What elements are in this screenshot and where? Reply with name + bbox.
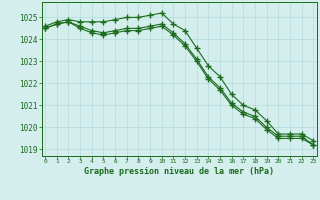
X-axis label: Graphe pression niveau de la mer (hPa): Graphe pression niveau de la mer (hPa) <box>84 167 274 176</box>
